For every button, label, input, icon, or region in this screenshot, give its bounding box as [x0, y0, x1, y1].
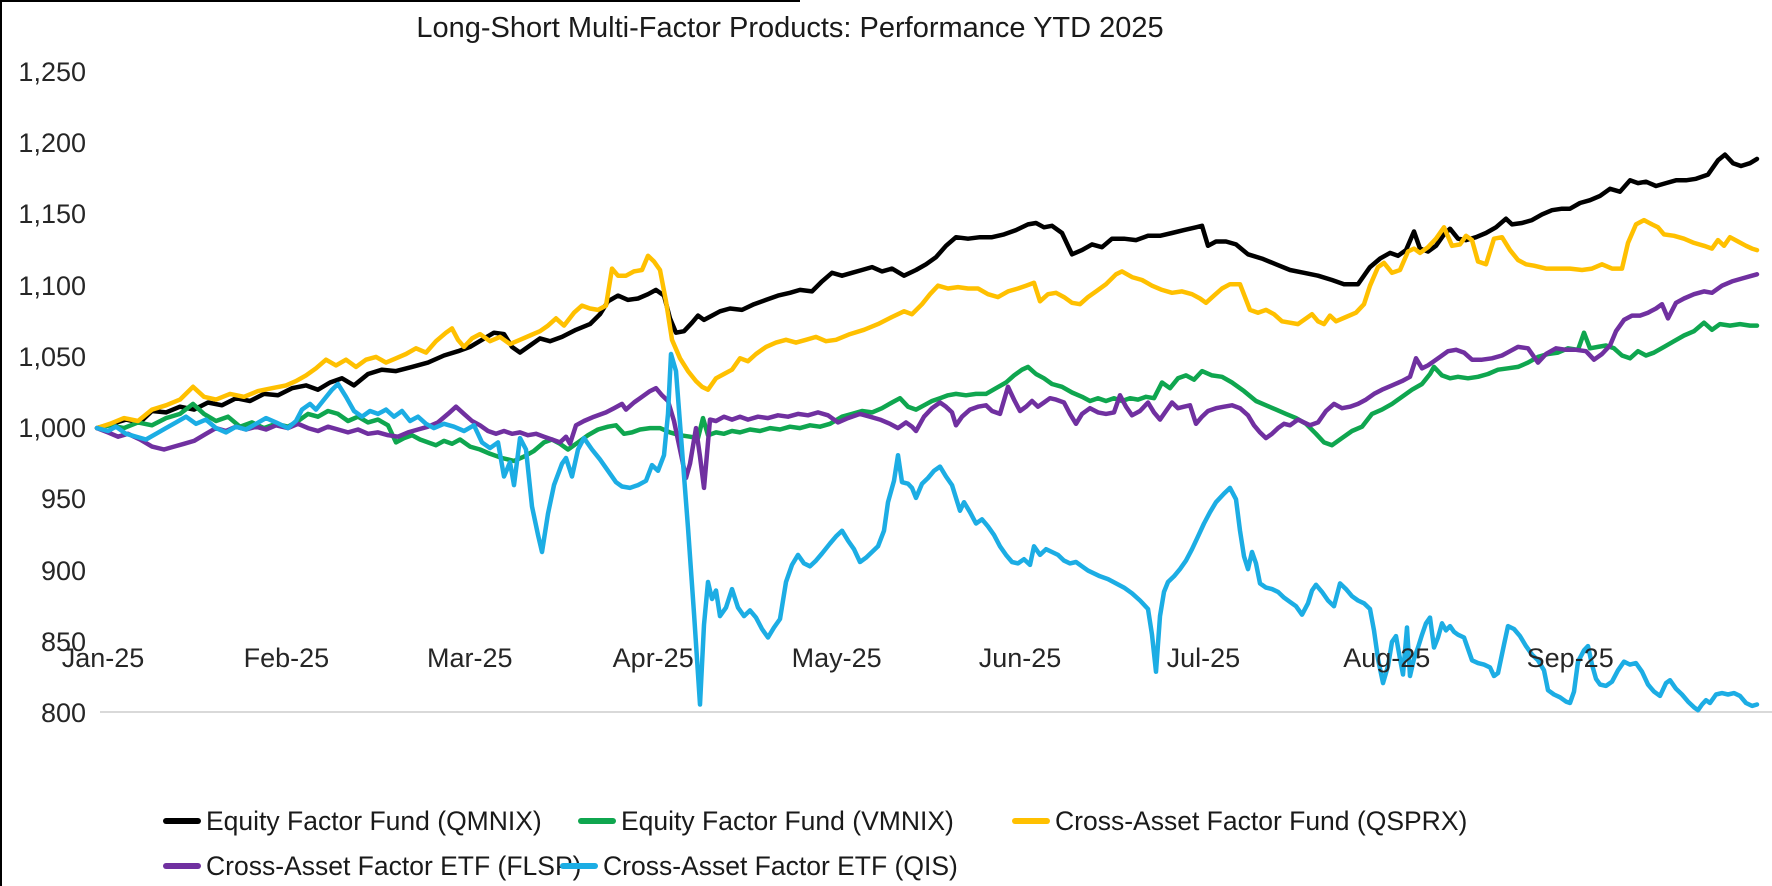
legend-item-vmnix: Equity Factor Fund (VMNIX)	[578, 806, 954, 836]
legend-swatch-qmnix	[163, 818, 201, 824]
y-axis-tick-label: 900	[40, 555, 86, 586]
chart-top-border	[0, 0, 800, 2]
legend-label: Equity Factor Fund (VMNIX)	[621, 805, 954, 836]
y-axis-tick-label: 1,000	[18, 413, 86, 444]
legend-item-qis: Cross-Asset Factor ETF (QIS)	[560, 851, 958, 881]
y-axis-tick-label: 1,050	[18, 341, 86, 372]
x-axis-tick-label: Feb-25	[243, 643, 330, 673]
legend-swatch-flsp	[163, 863, 201, 869]
legend-item-flsp: Cross-Asset Factor ETF (FLSP)	[163, 851, 581, 881]
y-axis-tick-label: 800	[40, 698, 86, 728]
x-axis-tick-label: Aug-25	[1343, 643, 1431, 673]
series-line-flsp	[94, 272, 1760, 491]
series-line-qmnix	[94, 152, 1760, 431]
legend-swatch-vmnix	[578, 818, 616, 824]
x-axis-tick-label: Jul-25	[1166, 643, 1241, 673]
legend-item-qmnix: Equity Factor Fund (QMNIX)	[163, 806, 542, 836]
x-axis-tick-label: Jan-25	[61, 643, 145, 673]
x-axis-tick-label: Jun-25	[978, 643, 1062, 673]
series-line-qis	[94, 351, 1760, 713]
y-axis-tick-label: 1,100	[18, 270, 86, 301]
y-axis-tick-label: 1,150	[18, 199, 86, 230]
legend-label: Cross-Asset Factor Fund (QSPRX)	[1055, 805, 1468, 836]
x-axis-tick-label: Apr-25	[612, 643, 694, 673]
y-axis-tick-label: 1,250	[18, 57, 86, 87]
series-line-vmnix	[94, 320, 1760, 464]
y-axis-tick-label: 1,200	[18, 128, 86, 159]
legend-label: Cross-Asset Factor ETF (QIS)	[603, 850, 958, 881]
legend-swatch-qis	[560, 863, 598, 869]
legend-label: Equity Factor Fund (QMNIX)	[206, 805, 542, 836]
series-line-qsprx	[94, 217, 1760, 431]
legend-label: Cross-Asset Factor ETF (FLSP)	[206, 850, 582, 881]
x-axis-tick-label: Sep-25	[1526, 643, 1614, 673]
y-axis-tick-label: 950	[40, 484, 86, 515]
x-axis-tick-label: Mar-25	[427, 643, 513, 673]
y-axis-tick-label: 850	[40, 626, 86, 657]
legend-swatch-qsprx	[1012, 818, 1050, 824]
chart-title: Long-Short Multi-Factor Products: Perfor…	[416, 12, 1164, 44]
chart-left-border	[0, 0, 2, 886]
legend-item-qsprx: Cross-Asset Factor Fund (QSPRX)	[1012, 806, 1467, 836]
x-axis-tick-label: May-25	[791, 643, 882, 673]
